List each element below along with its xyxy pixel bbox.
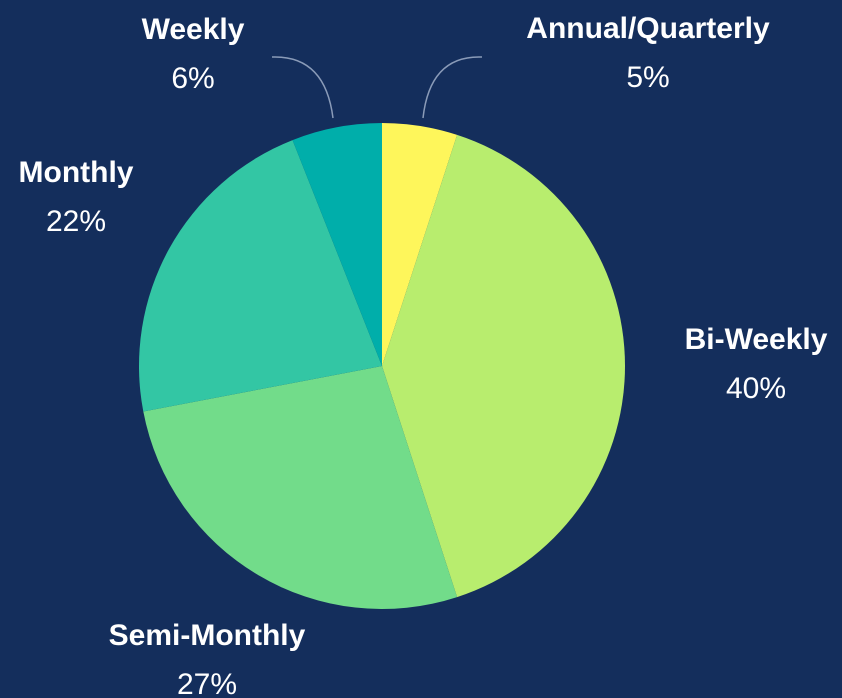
value-label: 5% [626, 61, 669, 94]
leader-line [271, 56, 334, 119]
slice-label: Bi-Weekly [685, 323, 828, 356]
slice [138, 140, 382, 412]
slice [143, 366, 458, 609]
slice [292, 123, 382, 366]
value-label: 27% [177, 668, 237, 698]
slice-label: Monthly [19, 156, 134, 189]
leader-line [422, 56, 483, 119]
slice [382, 134, 625, 598]
slice-label: Annual/Quarterly [526, 12, 770, 45]
value-label: 40% [726, 372, 786, 405]
slice-label: Weekly [142, 13, 245, 46]
slice-label: Semi-Monthly [109, 619, 306, 652]
value-label: 6% [171, 62, 214, 95]
slice [382, 123, 458, 366]
value-label: 22% [46, 205, 106, 238]
